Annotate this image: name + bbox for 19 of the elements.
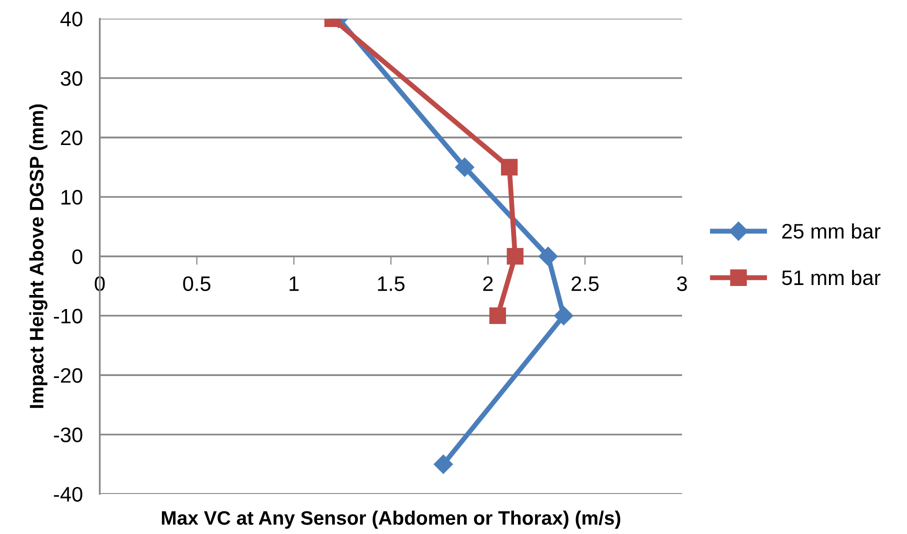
y-tick-label: 30 — [60, 71, 82, 86]
x-tick-label: 3 — [677, 276, 687, 292]
x-tick-label: 2.5 — [572, 276, 599, 292]
y-tick-label: -30 — [54, 428, 82, 442]
legend-label: 51 mm bar — [782, 270, 880, 286]
y-tick-label: 40 — [60, 12, 82, 26]
x-tick-label: 1 — [290, 276, 299, 291]
x-tick-label: 1.5 — [378, 276, 405, 292]
y-tick-label: -10 — [54, 308, 82, 324]
y-tick-label: -40 — [54, 486, 82, 502]
x-axis-title: Max VC at Any Sensor (Abdomen or Thorax) (m/s) — [162, 510, 620, 529]
y-tick-label: -20 — [54, 368, 82, 383]
x-tick-label: 0.5 — [183, 276, 210, 292]
legend-label: 25 mm bar — [782, 223, 880, 239]
x-tick-label: 2 — [483, 276, 493, 291]
y-tick-label: 0 — [72, 249, 82, 264]
y-tick-label: 10 — [62, 190, 82, 205]
y-axis-title: Impact Height Above DGSP (mm) — [29, 104, 48, 408]
y-tick-label: 20 — [60, 130, 82, 146]
